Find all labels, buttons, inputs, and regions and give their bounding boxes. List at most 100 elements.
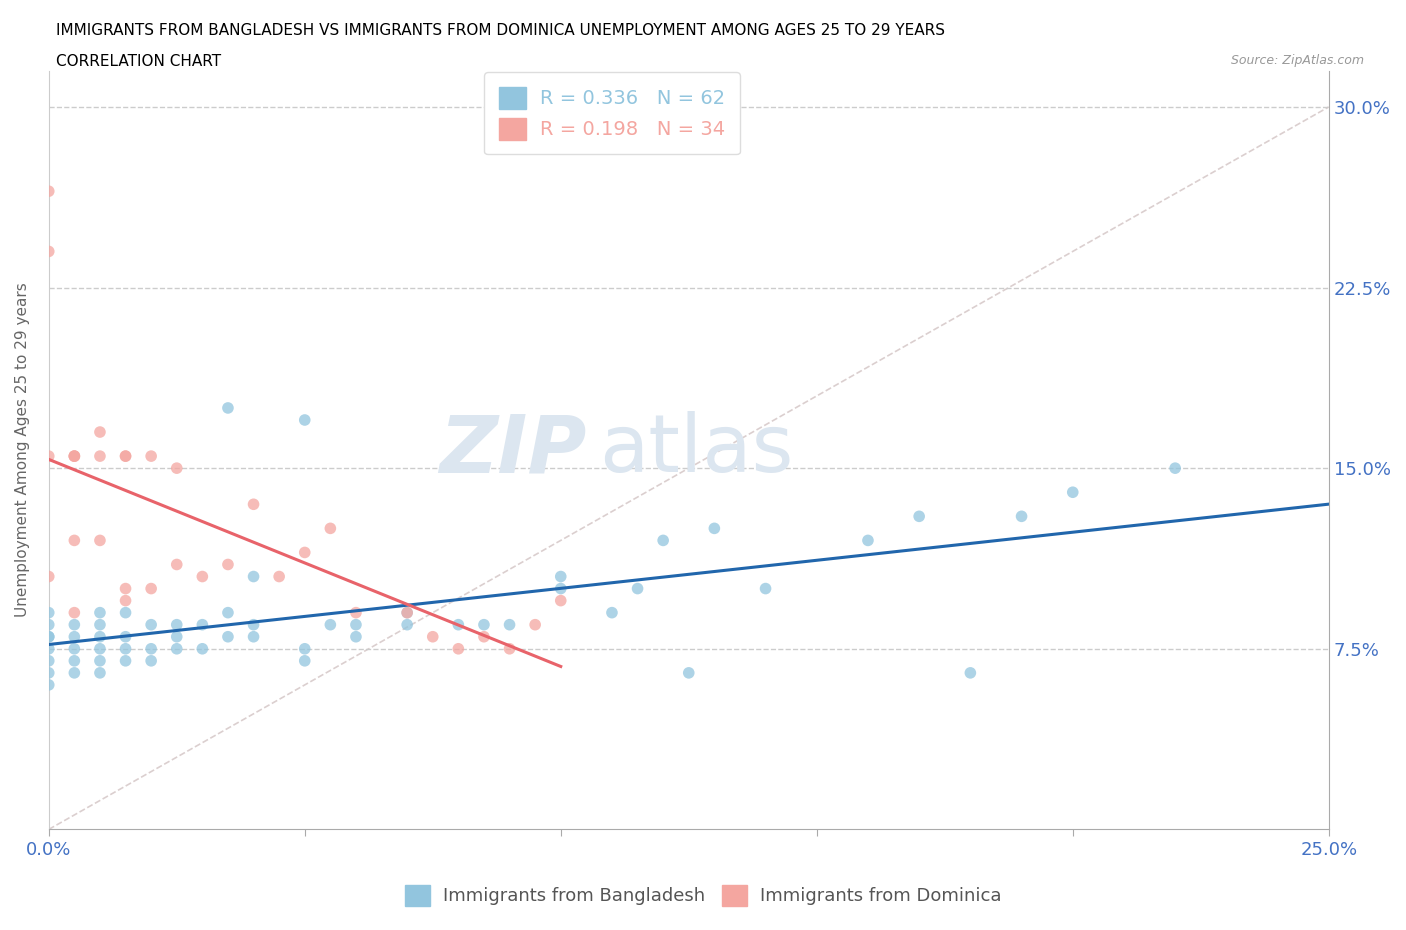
Point — [319, 521, 342, 536]
Point — [38, 654, 60, 669]
Point — [89, 533, 111, 548]
Text: Source: ZipAtlas.com: Source: ZipAtlas.com — [1230, 54, 1364, 67]
Point — [294, 413, 316, 428]
Point — [141, 618, 163, 632]
Point — [63, 654, 86, 669]
Point — [396, 605, 419, 620]
Point — [422, 630, 444, 644]
Point — [63, 533, 86, 548]
Point — [89, 618, 111, 632]
Point — [242, 618, 264, 632]
Point — [217, 557, 239, 572]
Point — [166, 630, 188, 644]
Point — [472, 618, 495, 632]
Point — [396, 605, 419, 620]
Point — [294, 654, 316, 669]
Point — [550, 593, 572, 608]
Point — [344, 618, 367, 632]
Point — [114, 654, 136, 669]
Point — [396, 618, 419, 632]
Point — [447, 642, 470, 657]
Point — [1011, 509, 1033, 524]
Point — [447, 618, 470, 632]
Point — [89, 642, 111, 657]
Point — [498, 642, 520, 657]
Text: IMMIGRANTS FROM BANGLADESH VS IMMIGRANTS FROM DOMINICA UNEMPLOYMENT AMONG AGES 2: IMMIGRANTS FROM BANGLADESH VS IMMIGRANTS… — [56, 23, 945, 38]
Point — [38, 618, 60, 632]
Text: CORRELATION CHART: CORRELATION CHART — [56, 54, 221, 69]
Point — [114, 605, 136, 620]
Point — [141, 654, 163, 669]
Point — [550, 581, 572, 596]
Point — [472, 630, 495, 644]
Point — [38, 184, 60, 199]
Legend: R = 0.336   N = 62, R = 0.198   N = 34: R = 0.336 N = 62, R = 0.198 N = 34 — [484, 73, 740, 154]
Point — [191, 618, 214, 632]
Point — [114, 448, 136, 463]
Point — [38, 677, 60, 692]
Point — [141, 581, 163, 596]
Point — [524, 618, 547, 632]
Point — [908, 509, 931, 524]
Text: atlas: atlas — [599, 411, 793, 489]
Point — [166, 642, 188, 657]
Point — [63, 448, 86, 463]
Point — [217, 401, 239, 416]
Point — [38, 666, 60, 681]
Point — [89, 654, 111, 669]
Point — [678, 666, 700, 681]
Point — [294, 545, 316, 560]
Point — [191, 569, 214, 584]
Point — [217, 630, 239, 644]
Point — [114, 630, 136, 644]
Point — [856, 533, 879, 548]
Point — [63, 448, 86, 463]
Point — [114, 642, 136, 657]
Legend: Immigrants from Bangladesh, Immigrants from Dominica: Immigrants from Bangladesh, Immigrants f… — [398, 879, 1008, 912]
Text: ZIP: ZIP — [439, 411, 586, 489]
Point — [38, 630, 60, 644]
Point — [217, 605, 239, 620]
Point — [114, 448, 136, 463]
Point — [1062, 485, 1084, 499]
Point — [38, 605, 60, 620]
Point — [959, 666, 981, 681]
Point — [754, 581, 776, 596]
Point — [114, 581, 136, 596]
Point — [38, 244, 60, 259]
Point — [38, 642, 60, 657]
Point — [242, 630, 264, 644]
Point — [319, 618, 342, 632]
Point — [63, 605, 86, 620]
Point — [242, 569, 264, 584]
Point — [38, 630, 60, 644]
Point — [89, 448, 111, 463]
Point — [166, 557, 188, 572]
Point — [344, 605, 367, 620]
Point — [89, 605, 111, 620]
Point — [344, 630, 367, 644]
Point — [550, 569, 572, 584]
Point — [141, 448, 163, 463]
Point — [63, 630, 86, 644]
Point — [191, 642, 214, 657]
Point — [242, 497, 264, 512]
Point — [89, 666, 111, 681]
Point — [166, 460, 188, 475]
Point — [63, 642, 86, 657]
Point — [652, 533, 675, 548]
Point — [269, 569, 291, 584]
Point — [141, 642, 163, 657]
Point — [1164, 460, 1187, 475]
Point — [703, 521, 725, 536]
Point — [63, 666, 86, 681]
Point — [63, 618, 86, 632]
Point — [63, 448, 86, 463]
Point — [498, 618, 520, 632]
Point — [89, 425, 111, 440]
Point — [166, 618, 188, 632]
Point — [38, 448, 60, 463]
Point — [38, 569, 60, 584]
Point — [626, 581, 648, 596]
Point — [114, 593, 136, 608]
